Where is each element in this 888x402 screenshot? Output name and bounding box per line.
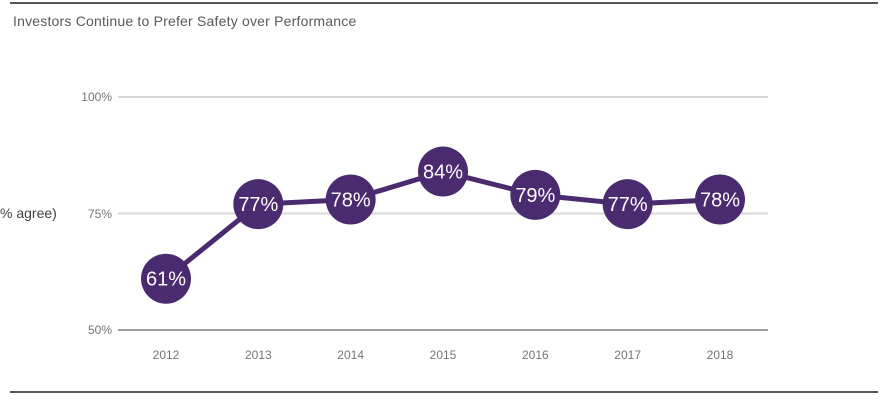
- data-point-value: 79%: [515, 185, 555, 207]
- data-point-marker: [325, 174, 376, 225]
- chart-title: Investors Continue to Prefer Safety over…: [13, 13, 357, 29]
- y-tick-label: 75%: [87, 206, 112, 221]
- data-point-marker: [602, 179, 653, 230]
- data-point-value: 78%: [700, 190, 740, 212]
- data-point-value: 61%: [146, 269, 186, 291]
- x-tick-label: 2018: [706, 348, 734, 362]
- data-point-value: 84%: [423, 162, 463, 184]
- data-point-marker: [233, 179, 284, 230]
- top-divider: [10, 2, 878, 4]
- data-point-marker: [418, 146, 468, 197]
- x-tick-label: 2014: [337, 348, 364, 362]
- y-tick-label: 50%: [87, 323, 112, 337]
- data-point-value: 78%: [331, 190, 371, 212]
- y-axis-label: % agree): [0, 205, 57, 221]
- x-tick-label: 2013: [244, 348, 272, 362]
- x-tick-label: 2012: [152, 348, 180, 362]
- x-tick-label: 2017: [614, 348, 641, 362]
- data-point-value: 77%: [608, 194, 648, 216]
- data-point-marker: [510, 169, 561, 220]
- y-tick-label: 100%: [81, 90, 112, 104]
- data-point-marker: [695, 174, 745, 225]
- data-point-value: 77%: [238, 194, 278, 216]
- x-tick-label: 2015: [429, 348, 457, 362]
- data-point-marker: [141, 253, 191, 304]
- x-tick-label: 2016: [521, 348, 549, 362]
- bottom-divider: [10, 391, 878, 393]
